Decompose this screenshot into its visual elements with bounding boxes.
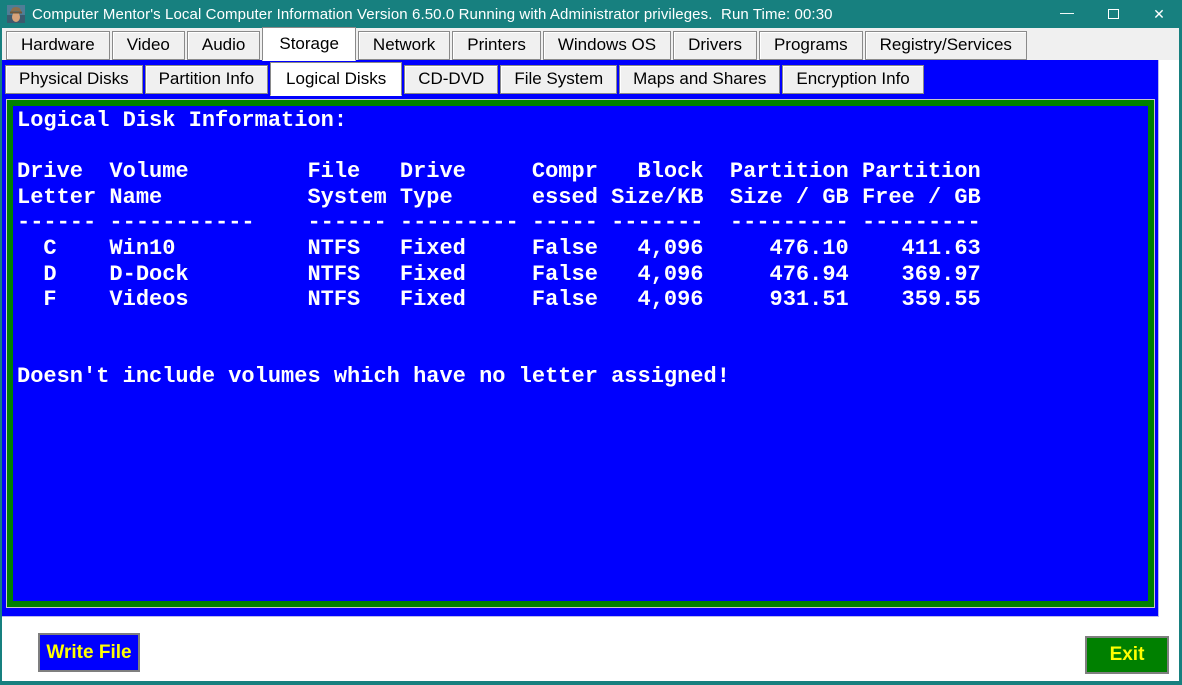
subtab-maps-and-shares[interactable]: Maps and Shares [619,65,781,94]
logical-disk-report: Logical Disk Information: Drive Volume F… [13,106,1148,390]
write-file-button[interactable]: Write File [38,633,140,672]
tab-video[interactable]: Video [111,31,185,60]
exit-button[interactable]: Exit [1085,636,1169,674]
tab-windows-os[interactable]: Windows OS [542,31,672,60]
table-row: D D-Dock NTFS Fixed False 4,096 476.94 3… [17,261,981,287]
exit-label: Exit [1109,644,1145,665]
table-row: F Videos NTFS Fixed False 4,096 931.51 3… [17,287,981,313]
titlebar: Computer Mentor's Local Computer Informa… [0,0,1182,28]
minimize-icon: — [1060,4,1074,20]
subtab-encryption-info[interactable]: Encryption Info [782,65,924,94]
tab-registry-services[interactable]: Registry/Services [864,31,1027,60]
tab-hardware[interactable]: Hardware [6,31,110,60]
table-header-row-2: Letter Name System Type essed Size/KB Si… [17,184,981,210]
main-tabbar: Hardware Video Audio Storage Network Pri… [2,27,1179,61]
storage-page: Physical Disks Partition Info Logical Di… [2,60,1159,617]
subtab-physical-disks[interactable]: Physical Disks [5,65,143,94]
tab-programs[interactable]: Programs [758,31,863,60]
table-header-row-1: Drive Volume File Drive Compr Block Part… [17,159,981,185]
close-icon: ✕ [1153,5,1165,22]
sub-tabbar: Physical Disks Partition Info Logical Di… [5,62,926,96]
app-icon [7,5,25,23]
report-blank-line [17,134,1148,160]
write-file-label: Write File [46,641,132,663]
tab-printers[interactable]: Printers [452,31,541,60]
subtab-cd-dvd[interactable]: CD-DVD [404,65,499,94]
close-button[interactable]: ✕ [1136,0,1182,28]
table-row: C Win10 NTFS Fixed False 4,096 476.10 41… [17,235,981,261]
tab-network[interactable]: Network [357,31,451,60]
caption-buttons: — ✕ [1044,0,1182,28]
window-border-left [0,0,2,685]
report-note: Doesn't include volumes which have no le… [17,363,730,389]
tab-audio[interactable]: Audio [186,31,261,60]
subtab-file-system[interactable]: File System [500,65,618,94]
logical-disk-panel: Logical Disk Information: Drive Volume F… [6,99,1155,608]
report-blank-line [17,313,1148,339]
subtab-logical-disks[interactable]: Logical Disks [270,62,403,96]
window-border-right [1179,0,1182,685]
tab-drivers[interactable]: Drivers [673,31,757,60]
report-title: Logical Disk Information: [17,108,348,133]
report-blank-line [17,338,1148,364]
table-header-rule: ------ ----------- ------ --------- ----… [17,210,981,236]
subtab-partition-info[interactable]: Partition Info [144,65,269,94]
tab-storage[interactable]: Storage [262,27,356,61]
window-title: Computer Mentor's Local Computer Informa… [32,5,833,23]
minimize-button[interactable]: — [1044,0,1090,28]
maximize-button[interactable] [1090,0,1136,28]
window-border-bottom [0,681,1182,685]
maximize-icon [1107,9,1119,19]
